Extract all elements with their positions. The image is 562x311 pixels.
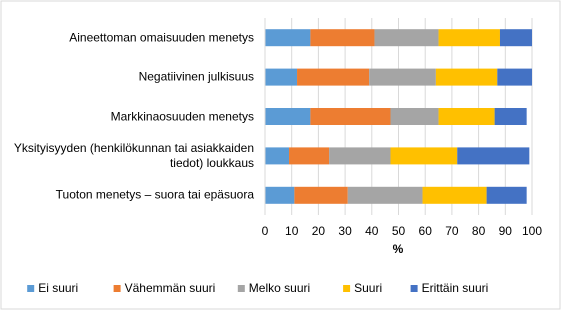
x-tick-label: 60 [419, 224, 433, 238]
x-tick-label: 70 [445, 224, 459, 238]
legend-marker [237, 285, 245, 292]
x-tick-label: 0 [262, 224, 269, 238]
y-tick-label: Aineettoman omaisuuden menetys [69, 30, 254, 45]
bar-segment [265, 29, 311, 47]
bar-segment [438, 29, 500, 47]
legend-label: Erittäin suuri [422, 281, 489, 295]
bar-segment [435, 68, 498, 86]
bar-segment [294, 186, 348, 204]
x-tick-label: 90 [499, 224, 513, 238]
bar-segment [265, 68, 298, 86]
bar-segment [310, 108, 391, 125]
y-tick-label: Markkinaosuuden menetys [110, 109, 254, 123]
legend-marker [410, 285, 418, 292]
bar-segment [499, 29, 532, 47]
legend-marker [27, 285, 35, 292]
bar-segment [438, 108, 495, 125]
legend-label: Suuri [354, 281, 382, 295]
bar-segment [486, 186, 527, 204]
y-tick-label: Tuoton menetys – suora tai epäsuora [55, 187, 254, 202]
y-tick-label: Yksityisyyden (henkilökunnan tai asiakka… [13, 140, 254, 170]
legend-label: Ei suuri [38, 281, 78, 295]
legend-label: Melko suuri [249, 281, 310, 295]
bar-segment [494, 108, 527, 125]
legend-marker [343, 285, 351, 292]
x-tick-label: 50 [392, 224, 406, 238]
x-tick-label: 10 [285, 224, 299, 238]
y-tick-label: Negatiivinen julkisuus [138, 69, 254, 84]
x-tick-label: 30 [338, 224, 352, 238]
x-axis-label: % [393, 242, 404, 256]
x-tick-label: 100 [522, 224, 542, 238]
legend-marker [113, 285, 121, 292]
bar-segment [347, 186, 423, 204]
bar-segment [329, 147, 391, 165]
bar-segment [289, 147, 330, 165]
bar-segment [265, 186, 295, 204]
bar-segment [422, 186, 487, 204]
bar-segment [390, 147, 458, 165]
bar-segment [265, 147, 290, 165]
bar-segment [497, 68, 532, 86]
legend-label: Vähemmän suuri [125, 281, 216, 295]
x-tick-label: 20 [312, 224, 326, 238]
bar-segment [297, 68, 370, 86]
bar-segment [457, 147, 530, 165]
bar-segment [374, 29, 439, 47]
x-tick-label: 40 [365, 224, 379, 238]
bar-segment [390, 108, 439, 125]
bar-segment [265, 108, 311, 125]
x-tick-label: 80 [472, 224, 486, 238]
bar-segment [310, 29, 375, 47]
bar-segment [369, 68, 436, 86]
